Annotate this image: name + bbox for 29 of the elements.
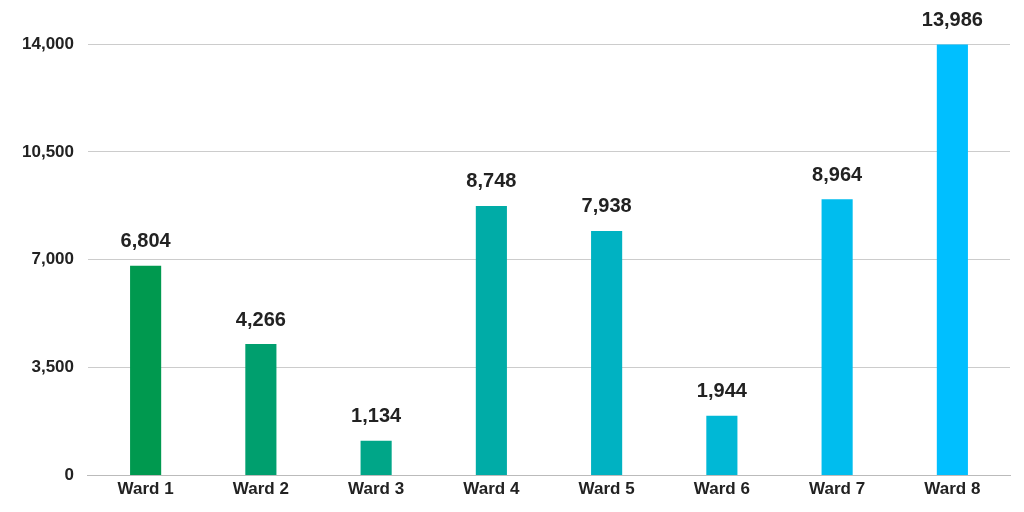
bar (936, 44, 968, 476)
x-tick-label: Ward 3 (348, 479, 405, 499)
x-tick-label: Ward 4 (463, 479, 520, 499)
bar (360, 440, 392, 476)
x-tick-label: Ward 6 (693, 479, 750, 499)
data-label: 1,944 (696, 379, 748, 402)
y-tick-label: 0 (64, 465, 74, 485)
bar (245, 344, 277, 476)
bar (130, 265, 162, 476)
data-label: 6,804 (120, 229, 172, 252)
bar (821, 199, 853, 476)
data-label: 8,748 (466, 169, 517, 192)
x-tick-label: Ward 5 (578, 479, 635, 499)
data-label: 13,986 (921, 7, 983, 30)
x-tick-label: Ward 2 (232, 479, 289, 499)
x-tick-label: Ward 8 (924, 479, 981, 499)
data-label: 1,134 (351, 404, 403, 427)
y-tick-label: 7,000 (31, 249, 74, 269)
data-label: 8,964 (812, 162, 864, 185)
y-tick-label: 14,000 (22, 33, 74, 53)
data-label: 7,938 (581, 194, 632, 217)
x-tick-label: Ward 7 (809, 479, 866, 499)
y-tick-label: 3,500 (31, 357, 74, 377)
bar (591, 230, 623, 476)
bar (475, 205, 507, 476)
data-label: 4,266 (235, 307, 286, 330)
y-tick-label: 10,500 (22, 141, 74, 161)
x-tick-label: Ward 1 (117, 479, 174, 499)
bar (706, 415, 738, 476)
